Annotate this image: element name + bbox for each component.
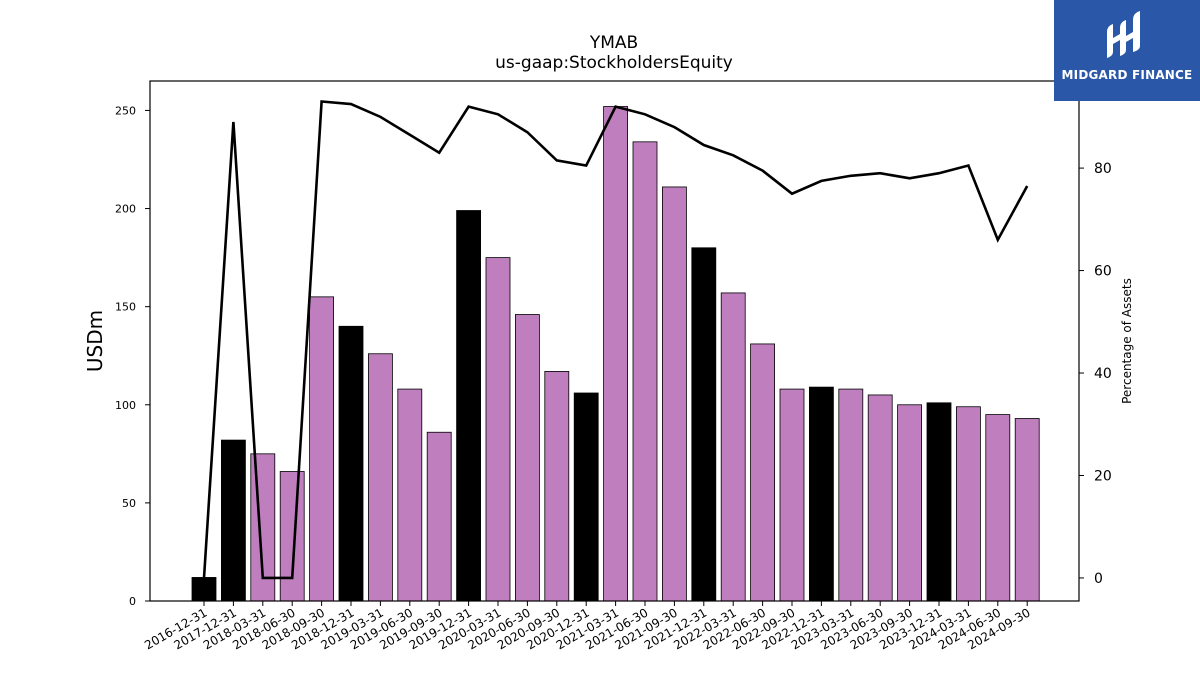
chart-subtitle: us-gaap:StockholdersEquity	[495, 53, 733, 73]
y2-tick-label: 40	[1094, 366, 1112, 382]
bar-2021-12-31	[691, 247, 717, 602]
left-axis: 0 50 100 150 200 250	[115, 104, 150, 608]
y2-tick-label: 60	[1094, 264, 1112, 280]
logo-text: MIDGARD FINANCE	[1061, 68, 1193, 82]
bar-2018-09-30	[309, 296, 335, 602]
bar-2019-09-30	[426, 431, 452, 602]
bar-2020-03-31	[485, 257, 511, 602]
percentage-line	[202, 100, 1029, 580]
y-tick-label: 250	[115, 104, 136, 117]
x-axis: 2016-12-312017-12-312018-03-312018-06-30…	[142, 601, 1033, 652]
right-axis: 0 20 40 60 80	[1079, 161, 1112, 587]
bar-2021-03-31	[603, 106, 628, 602]
bar-2023-12-31	[926, 402, 952, 602]
bar-2021-09-30	[662, 186, 687, 602]
bar-2020-12-31	[573, 392, 599, 602]
y-axis-label: USDm	[83, 310, 107, 372]
plot-frame	[149, 80, 1080, 602]
y-tick-label: 150	[115, 301, 136, 314]
y2-tick-label: 80	[1094, 161, 1112, 177]
bars-group	[191, 106, 1040, 602]
bar-2017-12-31	[220, 439, 246, 602]
y2-tick-label: 20	[1094, 468, 1112, 484]
bar-2023-06-30	[867, 394, 893, 602]
y2-tick-label: 0	[1094, 571, 1103, 587]
bar-2023-09-30	[897, 404, 922, 602]
y-tick-label: 100	[115, 399, 136, 412]
bar-2022-12-31	[809, 386, 834, 602]
y2-axis-label: Percentage of Assets	[1120, 278, 1134, 404]
bar-2021-06-30	[632, 141, 658, 602]
bar-2018-06-30	[279, 471, 305, 602]
bar-2024-09-30	[1014, 418, 1040, 602]
midgard-logo-icon	[1107, 11, 1140, 58]
midgard-finance-logo: MIDGARD FINANCE	[1054, 0, 1200, 101]
bar-2023-03-31	[838, 388, 864, 602]
chart-title: YMAB	[589, 33, 638, 53]
bar-2019-03-31	[367, 353, 393, 602]
bar-2018-12-31	[338, 325, 364, 602]
bar-2024-03-31	[956, 406, 981, 602]
percentage-line-group	[202, 100, 1029, 580]
y-tick-label: 50	[122, 497, 136, 510]
bar-2022-03-31	[720, 292, 746, 602]
bar-2020-09-30	[544, 371, 570, 602]
bar-2016-12-31	[191, 577, 217, 602]
y-tick-label: 0	[129, 595, 136, 608]
bar-2019-06-30	[397, 388, 423, 602]
bar-2019-12-31	[456, 210, 482, 602]
bar-2024-06-30	[985, 414, 1011, 602]
bar-2022-09-30	[779, 388, 805, 602]
y-tick-label: 200	[115, 203, 136, 216]
bar-2020-06-30	[515, 314, 540, 602]
bar-2022-06-30	[750, 343, 775, 602]
